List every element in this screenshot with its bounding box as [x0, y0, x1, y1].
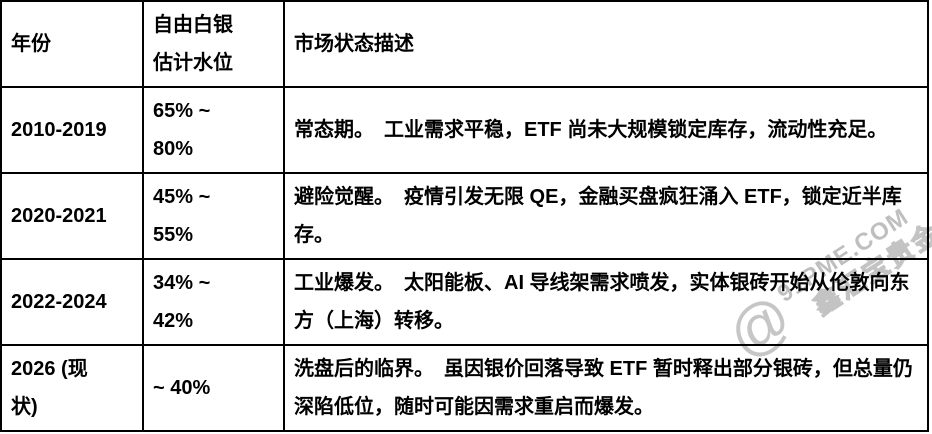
year-cell: 2022-2024 — [0, 258, 144, 346]
level-cell: 65% ~ 80% — [142, 86, 285, 174]
column-header-free-silver-level: 自由白银 估计水位 — [142, 0, 285, 88]
year-cell: 2026 (现 状) — [0, 344, 144, 432]
description-cell: 常态期。 工业需求平稳，ETF 尚未大规模锁定库存，流动性充足。 — [283, 86, 929, 174]
column-header-year: 年份 — [0, 0, 144, 88]
level-cell: 45% ~ 55% — [142, 172, 285, 260]
level-cell: 34% ~ 42% — [142, 258, 285, 346]
column-header-market-state: 市场状态描述 — [283, 0, 929, 88]
level-cell: ~ 40% — [142, 344, 285, 432]
description-cell: 工业爆发。 太阳能板、AI 导线架需求喷发，实体银砖开始从伦敦向东方（上海）转移… — [283, 258, 929, 346]
table-row: 2010-2019 65% ~ 80% 常态期。 工业需求平稳，ETF 尚未大规… — [0, 86, 929, 174]
table-row: 2022-2024 34% ~ 42% 工业爆发。 太阳能板、AI 导线架需求喷… — [0, 258, 929, 346]
table-header-row: 年份 自由白银 估计水位 市场状态描述 — [0, 0, 929, 88]
year-cell: 2020-2021 — [0, 172, 144, 260]
year-cell: 2010-2019 — [0, 86, 144, 174]
description-cell: 洗盘后的临界。 虽因银价回落导致 ETF 暂时释出部分银砖，但总量仍深陷低位，随… — [283, 344, 929, 432]
description-cell: 避险觉醒。 疫情引发无限 QE，金融买盘疯狂涌入 ETF，锁定近半库存。 — [283, 172, 929, 260]
table-row: 2026 (现 状) ~ 40% 洗盘后的临界。 虽因银价回落导致 ETF 暂时… — [0, 344, 929, 432]
table-row: 2020-2021 45% ~ 55% 避险觉醒。 疫情引发无限 QE，金融买盘… — [0, 172, 929, 260]
